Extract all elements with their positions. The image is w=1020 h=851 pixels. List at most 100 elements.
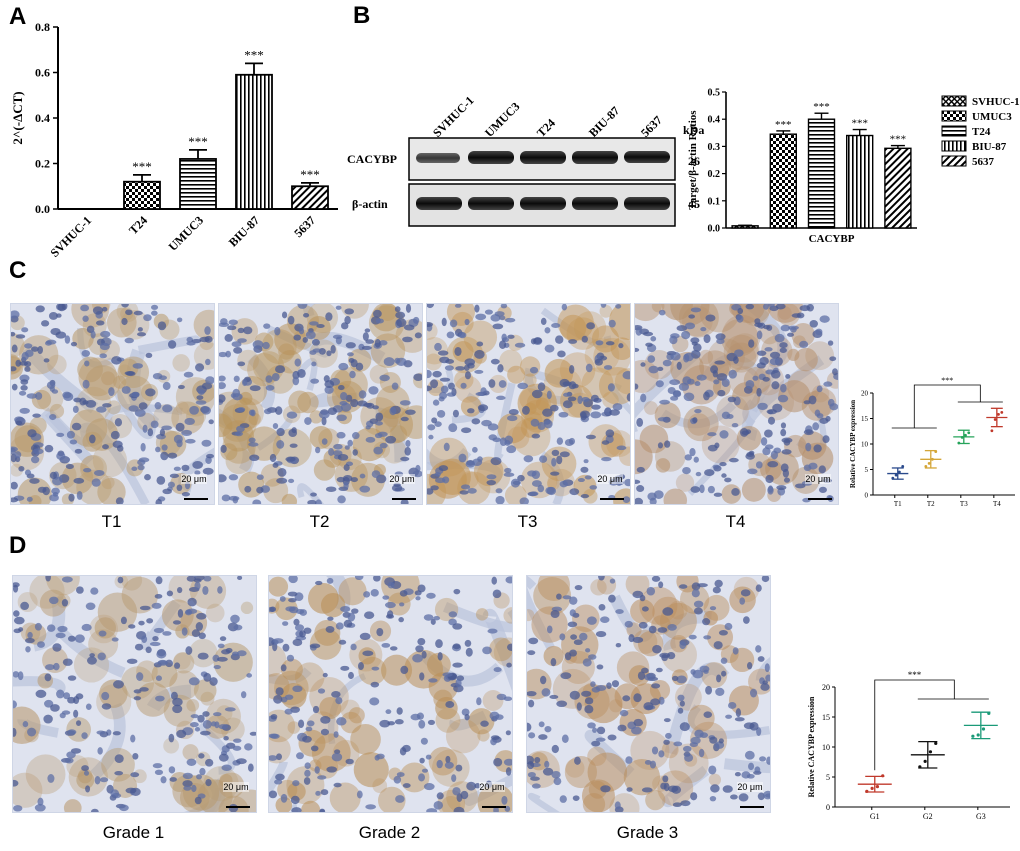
chart-b-bar	[807, 118, 836, 229]
wb-kda-actin: 45	[688, 197, 700, 211]
chart-b-significance: ***	[813, 101, 830, 113]
chart-a-ytick-label: 0.0	[35, 202, 50, 216]
wb-row-label-cacybp: CACYBP	[347, 152, 397, 166]
chart-d-ytick-label: 0	[826, 803, 830, 812]
chart-d-point	[881, 774, 885, 778]
chart-b-xlabel: CACYBP	[809, 233, 855, 245]
chart-c-point	[993, 418, 997, 421]
chart-a-xtick-label: BIU-87	[226, 213, 262, 249]
grade-scale-bar: 20 μm	[737, 782, 764, 809]
chart-a-xtick-label: UMUC3	[166, 213, 207, 254]
chart-b-legend-swatch	[941, 140, 967, 152]
chart-b-ytick-label: 0.4	[708, 115, 721, 126]
chart-c-point	[990, 429, 994, 433]
chart-d-ytick-label: 10	[822, 743, 830, 752]
wb-lane-label: UMUC3	[482, 99, 523, 140]
chart-d-significance: ***	[908, 670, 922, 680]
grade-scale-bar: 20 μm	[479, 782, 506, 809]
wb-band-cacybp-umuc3	[468, 151, 514, 164]
chart-c-point	[957, 441, 961, 445]
grade-micrograph-1: 20 μm	[12, 575, 257, 813]
wb-band-actin-5637	[624, 197, 670, 210]
chart-c-point	[964, 433, 967, 437]
chart-d-ytick-label: 15	[822, 713, 830, 722]
grade-micrograph-2: 20 μm	[268, 575, 513, 813]
chart-a-ytick-label: 0.6	[35, 66, 50, 80]
chart-d-xtick-label: G2	[923, 812, 933, 821]
chart-a-significance: ***	[132, 159, 152, 174]
chart-b-legend-swatch	[941, 125, 967, 137]
stage-caption: T2	[309, 512, 330, 531]
stage-scale-bar: 20 μm	[389, 474, 416, 501]
chart-c-xtick-label: T3	[960, 500, 968, 508]
chart-a-xtick-label: 5637	[291, 213, 318, 240]
stage-micrograph-4: 20 μm	[634, 303, 839, 505]
chart-d-point	[934, 741, 938, 745]
wb-band-actin-biu87	[572, 197, 618, 210]
chart-c-ytick-label: 15	[861, 415, 869, 423]
chart-b-bar	[884, 147, 912, 229]
chart-b-legend-swatch	[941, 155, 967, 167]
chart-c-point	[924, 465, 928, 468]
chart-c-ylabel: Relative CACYBP expression	[849, 400, 857, 488]
chart-b-legend-swatch	[941, 110, 967, 122]
chart-d-ytick-label: 20	[822, 683, 830, 692]
chart-a-significance: ***	[188, 134, 208, 149]
chart-b-ratio-bar-chart: 0.0 0.1 0.2 0.3 0.4 0.5 Target/β-actin Ratios C…	[687, 88, 1020, 246]
wb-band-cacybp-svhuc1	[416, 153, 460, 163]
stage-caption: T4	[725, 512, 746, 531]
wb-lane-label: BIU-87	[586, 103, 623, 140]
wb-band-actin-t24	[520, 197, 566, 210]
chart-a-ytick-label: 0.4	[35, 111, 50, 125]
chart-c-ytick-label: 0	[865, 491, 869, 499]
chart-a-bar	[235, 73, 273, 210]
wb-band-cacybp-biu87	[572, 151, 618, 164]
chart-b-significance: ***	[851, 118, 868, 130]
chart-d-point	[928, 750, 933, 754]
chart-c-ytick-label: 10	[861, 440, 869, 448]
chart-a-xtick-label: SVHUC-1	[47, 213, 94, 260]
stage-caption: T1	[101, 512, 122, 531]
chart-b-significance: ***	[890, 134, 907, 146]
chart-b-ytick-label: 0.1	[708, 196, 721, 207]
panel-letter-b: B	[353, 2, 371, 29]
chart-c-point	[898, 470, 901, 474]
chart-d-point	[976, 733, 980, 737]
chart-a-ytick-label: 0.8	[35, 20, 50, 34]
chart-c-point	[927, 461, 931, 465]
chart-d-xtick-label: G3	[976, 812, 986, 821]
stage-micrograph-2: 20 μm	[218, 303, 423, 505]
chart-c-point	[934, 450, 938, 454]
chart-c-xtick-label: T1	[894, 500, 902, 508]
chart-b-legend-label: UMUC3	[972, 111, 1012, 123]
grade-scale-bar: 20 μm	[223, 782, 250, 809]
chart-b-legend-label: T24	[972, 126, 991, 138]
chart-a-qpcr-bar-chart: 0.0 0.2 0.4 0.6 0.8 2^(-ΔCT) SVHUC-1 *** T24 *** U…	[10, 20, 338, 260]
chart-b-ytick-label: 0.0	[708, 224, 721, 235]
chart-d-point	[875, 785, 880, 789]
chart-a-bar	[123, 180, 161, 210]
grade-micrograph-3: 20 μm	[526, 575, 771, 813]
chart-c-point	[997, 413, 1000, 416]
chart-a-significance: ***	[244, 47, 264, 62]
chart-c-point	[931, 457, 934, 461]
panel-letter-d: D	[9, 532, 27, 559]
chart-d-ylabel: Relative CACYBP expression	[807, 696, 816, 797]
chart-c-significance: ***	[941, 376, 953, 385]
chart-d-point	[870, 786, 874, 790]
chart-c-significance-link	[913, 384, 981, 428]
chart-b-ytick-label: 0.5	[708, 88, 721, 99]
chart-c-point	[894, 473, 898, 477]
chart-d-significance-link	[874, 679, 955, 771]
stage-scale-bar: 20 μm	[181, 474, 208, 501]
stage-micrograph-1: 20 μm	[10, 303, 215, 505]
chart-d-point	[971, 734, 975, 738]
stage-scale-bar: 20 μm	[805, 474, 832, 501]
chart-c-stage-scatter: 0 5 10 15 20 Relative CACYBP expression T1 T2 T3…	[849, 376, 1015, 508]
wb-membranes	[408, 137, 676, 227]
chart-b-ytick-label: 0.2	[708, 169, 721, 180]
chart-b-ytick-label: 0.3	[708, 142, 721, 153]
chart-d-xtick-label: G1	[870, 812, 880, 821]
chart-c-point	[1000, 410, 1004, 414]
panel-letter-c: C	[9, 257, 27, 284]
